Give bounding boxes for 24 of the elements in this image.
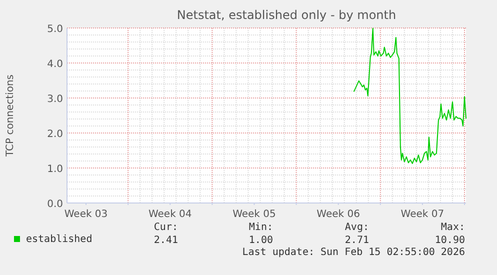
line-series: [353, 28, 466, 164]
y-tick-label: 0.0: [47, 199, 63, 210]
text: Last update: Sun Feb 15 02:55:00 2026: [242, 247, 465, 258]
y-tick-label: 2.0: [47, 129, 63, 140]
x-tick-label: Week 03: [64, 209, 108, 220]
text: 1.00: [248, 235, 273, 246]
x-tick-label: Week 06: [316, 209, 360, 220]
y-tick-label: 4.0: [47, 59, 63, 70]
text: 2.71: [344, 235, 369, 246]
chart-title: Netstat, established only - by month: [176, 8, 396, 22]
text: 2.41: [154, 235, 178, 246]
y-tick-label: 5.0: [47, 24, 63, 35]
x-tick-label: Week 07: [400, 209, 444, 220]
x-tick-label: Week 04: [148, 209, 192, 220]
x-tick-label: Week 05: [232, 209, 276, 220]
y-tick-label: 1.0: [47, 164, 63, 175]
text: Min:: [248, 222, 273, 233]
y-axis-title: TCP connections: [5, 74, 16, 158]
legend-label: established: [26, 234, 92, 245]
text: Avg:: [344, 222, 369, 233]
y-tick-label: 3.0: [47, 94, 63, 105]
text: 10.90: [434, 235, 465, 246]
text: Cur:: [154, 222, 178, 233]
text: Max:: [440, 222, 465, 233]
